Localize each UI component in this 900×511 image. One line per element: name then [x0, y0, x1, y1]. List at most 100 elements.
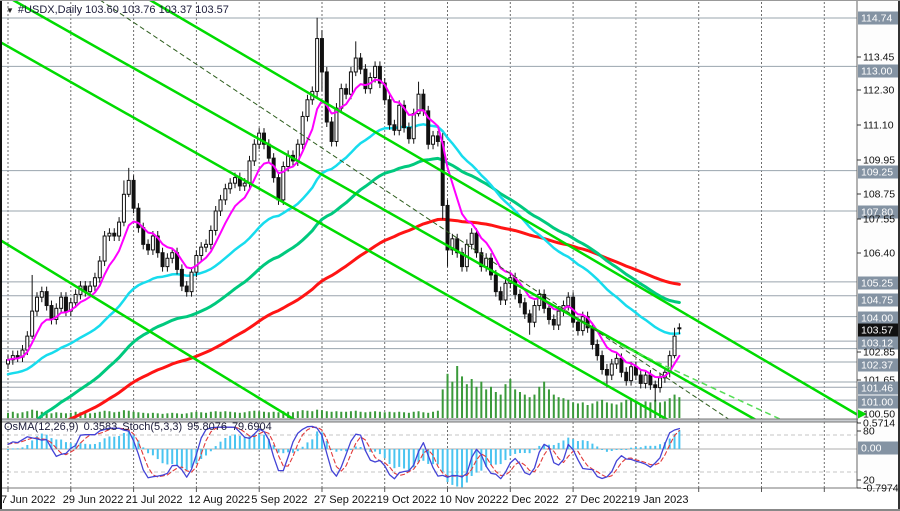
date-axis[interactable]: 7 Jun 2022 29 Jun 2022 21 Jul 2022 12 Aug 2…	[1, 488, 825, 506]
volume-bar	[214, 411, 217, 418]
trendline[interactable]	[0, 40, 669, 420]
osma-bar	[615, 449, 618, 450]
volume-bar	[11, 411, 14, 418]
candle	[68, 297, 73, 317]
volume-bar	[349, 411, 352, 418]
candle	[604, 363, 609, 388]
osma-bar	[171, 449, 174, 465]
osma-bar	[678, 430, 681, 449]
osma-bar	[190, 449, 193, 468]
candle	[455, 233, 460, 258]
volume-bar	[325, 411, 328, 418]
price-level-badge	[858, 276, 899, 290]
candle	[20, 345, 25, 362]
volume-bar	[485, 389, 488, 418]
price-badge-label: 113.00	[861, 66, 892, 78]
candle	[199, 242, 204, 261]
candle	[624, 367, 629, 386]
osma-bar	[166, 449, 169, 465]
volume-bar	[591, 403, 594, 418]
trendline[interactable]	[149, 0, 857, 416]
candle	[585, 311, 590, 333]
osma-bar	[60, 439, 63, 449]
candle	[73, 289, 78, 308]
candle	[406, 122, 411, 144]
moving-averages	[6, 123, 681, 419]
osma-bar	[21, 447, 24, 449]
volume-bar	[601, 399, 604, 418]
volume-bars	[7, 366, 681, 418]
osma-bar	[383, 449, 386, 459]
ma-slow-line	[35, 156, 681, 419]
volume-bar	[127, 410, 130, 418]
candle	[532, 300, 537, 328]
osma-bar	[596, 446, 599, 449]
volume-bar	[470, 379, 473, 418]
volume-bar	[180, 413, 183, 418]
price-level-badge	[858, 381, 899, 395]
volume-bar	[441, 389, 444, 418]
volume-bar	[166, 413, 169, 418]
candle	[397, 100, 402, 136]
osma-bar	[262, 434, 265, 449]
volume-bar	[340, 411, 343, 418]
price-level-badge	[858, 165, 899, 179]
price-axis[interactable]: 114.74 113.45 113.00 112.30 111.10 109.95109.…	[857, 0, 900, 495]
volume-bar	[301, 410, 304, 418]
osma-bar	[185, 449, 188, 471]
candle	[223, 183, 228, 205]
volume-bar	[639, 403, 642, 418]
osma-bar	[412, 449, 415, 468]
candle	[131, 175, 136, 214]
trendline[interactable]	[0, 238, 296, 420]
volume-bar	[663, 401, 666, 418]
osma-bar	[234, 434, 237, 449]
osma-bar	[673, 433, 676, 449]
ma-mid-line	[6, 123, 681, 376]
volume-bar	[547, 389, 550, 418]
osma-bar	[272, 445, 275, 449]
osma-bar	[620, 449, 623, 450]
price-badge-label: 104.75	[861, 295, 893, 307]
osma-bar	[93, 443, 96, 449]
volume-bar	[69, 412, 72, 418]
volume-bar	[475, 386, 478, 418]
volume-bar	[378, 411, 381, 418]
candle	[44, 286, 49, 311]
panel-separator[interactable]	[0, 419, 900, 422]
osma-bar	[422, 449, 425, 461]
volume-bar	[147, 413, 150, 418]
osma-bar	[644, 445, 647, 449]
volume-bar	[634, 402, 637, 418]
candle	[228, 178, 233, 194]
volume-bar	[567, 399, 570, 418]
trendline[interactable]	[100, 0, 730, 420]
volume-bar	[432, 411, 435, 418]
price-badge-label: 103.12	[861, 338, 893, 350]
trendlines	[0, 0, 857, 420]
candle	[653, 380, 658, 402]
price-level-badge	[858, 395, 899, 409]
volume-bar	[176, 413, 179, 418]
volume-bar	[84, 412, 87, 418]
osma-bar	[258, 432, 261, 449]
osma-bar	[509, 449, 512, 456]
candle	[522, 297, 527, 319]
osma-bar	[446, 449, 449, 483]
volume-bar	[291, 412, 294, 418]
osma-bar	[205, 449, 208, 456]
candle	[261, 128, 266, 150]
date-tick-label: 12 Aug 2022	[188, 494, 250, 506]
osma-bar	[243, 437, 246, 449]
volume-bar	[93, 412, 96, 418]
volume-bar	[320, 410, 323, 418]
osma-bar	[470, 449, 473, 476]
volume-bar	[364, 412, 367, 418]
osma-bar	[238, 435, 241, 449]
candle	[121, 180, 126, 227]
osma-bar	[349, 449, 352, 450]
volume-bar	[26, 411, 29, 418]
volume-bar	[451, 381, 454, 418]
volume-bar	[407, 412, 410, 418]
